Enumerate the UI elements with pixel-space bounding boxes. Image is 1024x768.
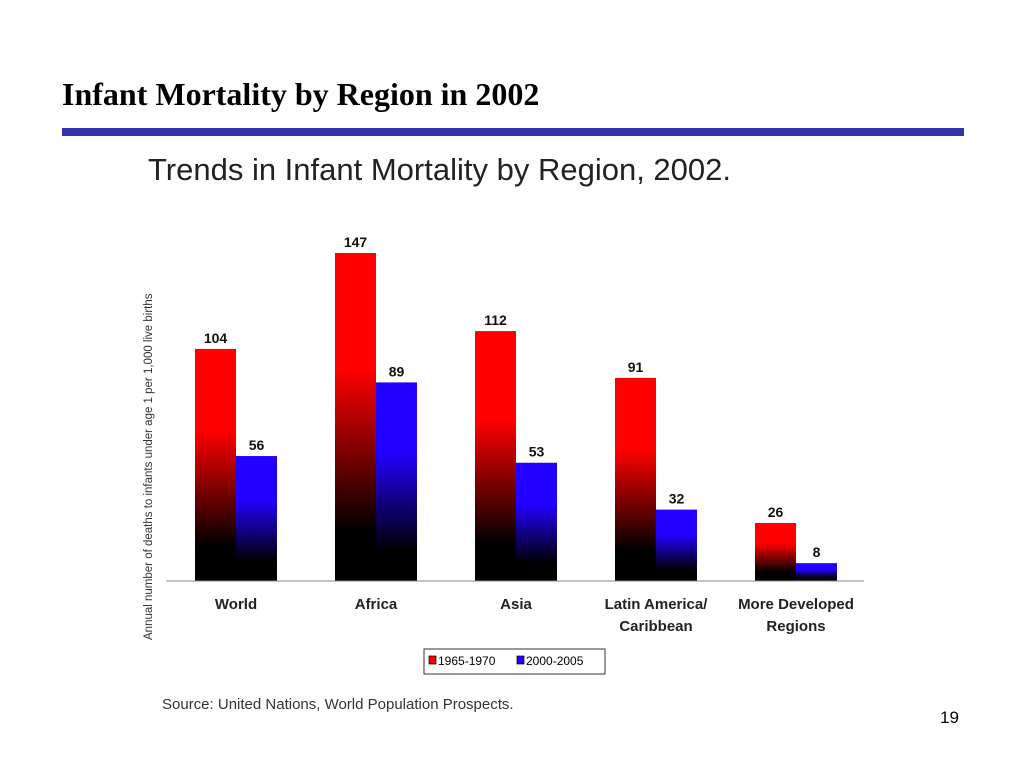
category-label-asia: Asia bbox=[500, 596, 532, 613]
value-label-asia-1965-1970: 112 bbox=[484, 312, 507, 328]
bar-asia-1965-1970 bbox=[475, 331, 516, 581]
page-number: 19 bbox=[940, 708, 959, 727]
category-label-africa: Africa bbox=[355, 596, 398, 613]
bar-africa-1965-1970 bbox=[335, 253, 376, 581]
value-label-africa-1965-1970: 147 bbox=[344, 234, 368, 250]
legend-label-1965-1970: 1965-1970 bbox=[438, 654, 496, 668]
legend-swatch-1965-1970 bbox=[428, 655, 437, 665]
bar-world-1965-1970 bbox=[195, 348, 236, 581]
value-label-latin-america-caribbean-2000-2005: 32 bbox=[669, 491, 685, 507]
bar-more-developed-regions-2000-2005 bbox=[796, 563, 837, 581]
value-label-world-2000-2005: 56 bbox=[249, 437, 265, 453]
bar-africa-2000-2005 bbox=[376, 382, 417, 581]
legend: 1965-1970 2000-2005 bbox=[423, 648, 606, 675]
category-label-latin-america-caribbean-line-2: Caribbean bbox=[619, 618, 692, 635]
chart-title: Trends in Infant Mortality by Region, 20… bbox=[148, 152, 731, 187]
bar-asia-2000-2005 bbox=[516, 462, 557, 581]
category-label-more-developed-regions: More Developed bbox=[738, 596, 854, 613]
bar-world-2000-2005 bbox=[236, 456, 277, 581]
value-label-latin-america-caribbean-1965-1970: 91 bbox=[628, 359, 644, 375]
bars-layer bbox=[195, 253, 837, 581]
source-note: Source: United Nations, World Population… bbox=[162, 696, 514, 713]
value-label-africa-2000-2005: 89 bbox=[389, 363, 405, 379]
title-rule bbox=[62, 128, 964, 136]
bar-latin-america-caribbean-2000-2005 bbox=[656, 509, 697, 581]
category-label-more-developed-regions-line-2: Regions bbox=[766, 618, 825, 635]
legend-label-2000-2005: 2000-2005 bbox=[526, 654, 584, 668]
legend-swatch-2000-2005 bbox=[516, 655, 525, 665]
y-axis-label: Annual number of deaths to infants under… bbox=[143, 293, 155, 640]
labels-layer: 104 56 World 147 89 Africa 112 53 Asia 91 32 Latin … bbox=[204, 234, 854, 635]
value-label-world-1965-1970: 104 bbox=[204, 330, 228, 346]
category-label-world: World bbox=[215, 596, 257, 613]
category-label-latin-america-caribbean: Latin America/ bbox=[605, 596, 709, 613]
value-label-more-developed-regions-1965-1970: 26 bbox=[768, 504, 784, 520]
value-label-asia-2000-2005: 53 bbox=[529, 444, 545, 460]
value-label-more-developed-regions-2000-2005: 8 bbox=[813, 544, 821, 560]
slide-title: Infant Mortality by Region in 2002 bbox=[62, 76, 540, 112]
legend-frame bbox=[423, 648, 606, 675]
bar-more-developed-regions-1965-1970 bbox=[755, 522, 796, 581]
bar-latin-america-caribbean-1965-1970 bbox=[615, 377, 656, 581]
